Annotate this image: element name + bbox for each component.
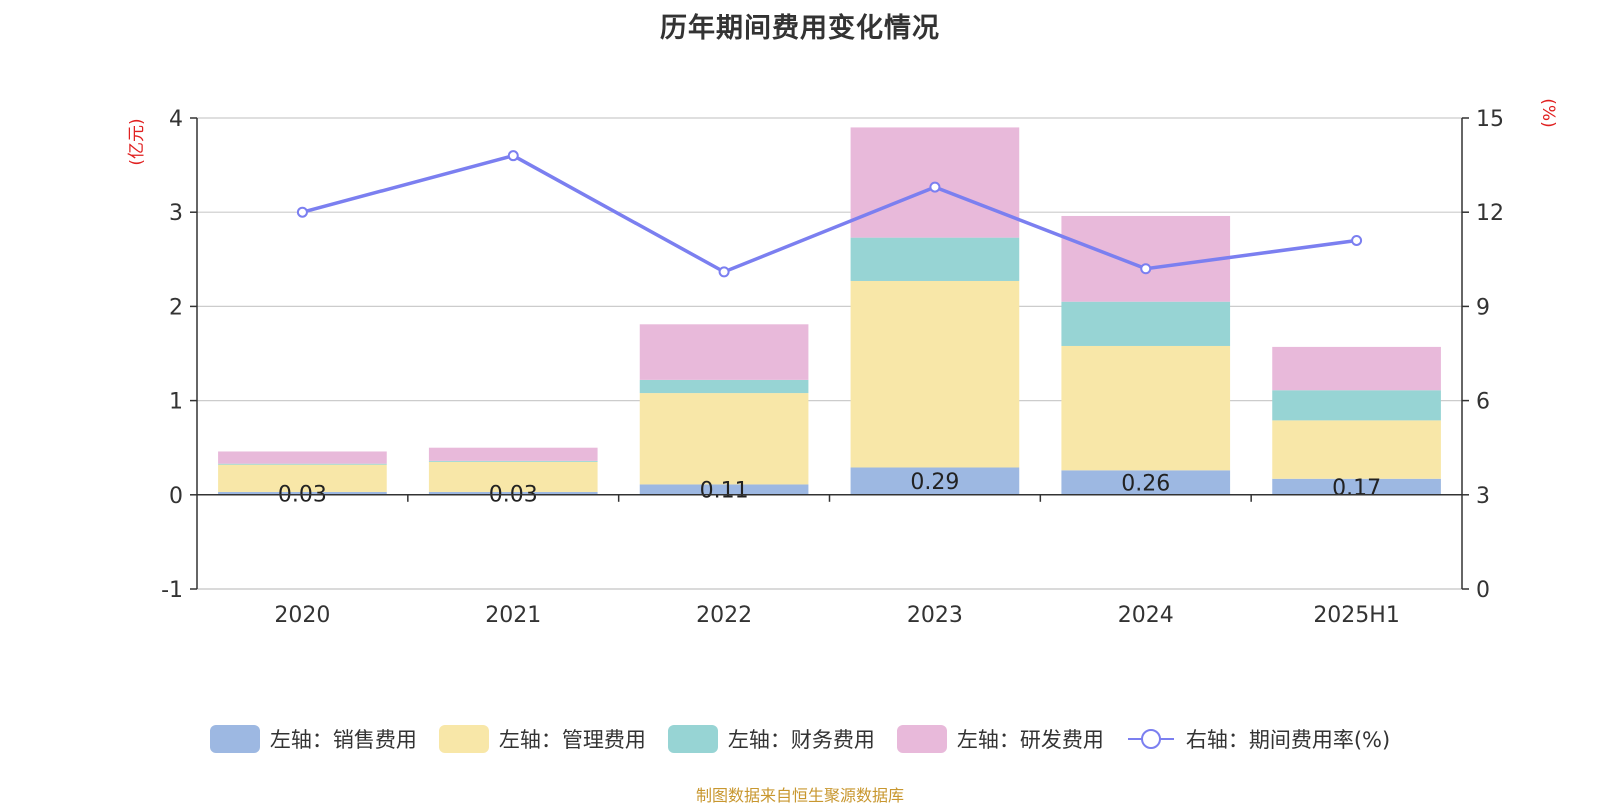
- legend-line-marker: [1127, 729, 1174, 749]
- bar-segment: [1272, 390, 1441, 421]
- bar-segment: [850, 280, 1020, 468]
- bar-segment: [1061, 470, 1231, 495]
- legend-item[interactable]: 左轴：销售费用: [209, 724, 417, 754]
- right-tick-label: 6: [1476, 390, 1490, 415]
- left-tick-label: 0: [169, 484, 183, 509]
- bar-segment: [1272, 420, 1441, 479]
- right-tick-label: 3: [1476, 484, 1490, 509]
- legend-label: 左轴：财务费用: [727, 728, 875, 752]
- chart-legend: 左轴：销售费用 左轴：管理费用 左轴：财务费用 左轴：研发费用 右轴：期间费用率(%): [0, 722, 1600, 756]
- bar-segment: [218, 463, 387, 465]
- rate-point: [1351, 234, 1363, 246]
- left-axis-unit-label: (亿元): [127, 118, 147, 165]
- x-tick-label: 2020: [274, 603, 330, 628]
- bar-segment: [1061, 301, 1231, 346]
- bar-data-label: 0.17: [1332, 476, 1381, 501]
- left-tick-label: 2: [169, 295, 183, 320]
- bar-series: [218, 127, 1441, 495]
- bar-segment: [850, 467, 1020, 495]
- bar-segment: [639, 484, 809, 495]
- legend-label: 左轴：管理费用: [498, 728, 646, 752]
- right-tick-label: 9: [1476, 295, 1490, 320]
- bar-segment: [850, 237, 1020, 281]
- x-tick-label: 2025H1: [1313, 603, 1400, 628]
- rate-point: [929, 181, 941, 193]
- bar-segment: [639, 393, 809, 485]
- right-tick-label: 15: [1476, 107, 1504, 132]
- legend-label: 右轴：期间费用率(%): [1185, 728, 1391, 752]
- bar-segment: [1061, 215, 1231, 302]
- bar-segment: [1272, 478, 1441, 495]
- bar-segment: [428, 460, 598, 462]
- bar-data-label: 0.11: [700, 479, 749, 504]
- right-tick-label: 12: [1476, 201, 1504, 226]
- bar-segment: [428, 447, 598, 461]
- legend-item[interactable]: 左轴：研发费用: [896, 724, 1104, 754]
- x-tick-label: 2021: [485, 603, 541, 628]
- legend-label: 左轴：研发费用: [956, 728, 1104, 752]
- left-tick-label: -1: [161, 578, 183, 603]
- legend-circle-marker: [1140, 729, 1161, 749]
- bar-segment: [218, 491, 387, 495]
- bar-segment: [428, 461, 598, 492]
- bar-segment: [1272, 346, 1441, 391]
- bar-segment: [218, 451, 387, 464]
- axes: 2020 2021 2022 2023 2024 2025H1-1012340369121…: [127, 98, 1558, 628]
- bar-segment: [218, 464, 387, 492]
- rate-point: [507, 150, 519, 162]
- bar-segment: [428, 491, 598, 495]
- legend-swatch: [438, 725, 489, 753]
- x-tick-label: 2023: [907, 603, 963, 628]
- legend-item[interactable]: 右轴：期间费用率(%): [1126, 724, 1390, 754]
- rate-line: [301, 153, 1357, 274]
- chart-title: 历年期间费用变化情况: [660, 13, 940, 44]
- left-tick-label: 4: [169, 107, 183, 132]
- bar-data-label: 0.26: [1121, 472, 1170, 497]
- rate-point: [1140, 263, 1152, 275]
- legend-item[interactable]: 左轴：管理费用: [438, 724, 646, 754]
- legend-swatch: [209, 725, 260, 753]
- bar-data-label: 0.29: [910, 470, 959, 495]
- right-tick-label: 0: [1476, 578, 1490, 603]
- bar-segment: [639, 324, 809, 380]
- legend-swatch: [667, 725, 718, 753]
- rate-point: [718, 266, 730, 278]
- bar-segment: [1061, 345, 1231, 471]
- bar-segment: [639, 379, 809, 394]
- left-tick-label: 3: [169, 201, 183, 226]
- legend-swatch: [896, 725, 947, 753]
- source-note: 制图数据来自恒生聚源数据库: [695, 786, 904, 805]
- legend-label: 左轴：销售费用: [269, 728, 417, 752]
- left-tick-label: 1: [169, 390, 183, 415]
- legend-item[interactable]: 左轴：财务费用: [667, 724, 875, 754]
- x-tick-label: 2022: [696, 603, 752, 628]
- x-tick-label: 2024: [1118, 603, 1174, 628]
- line-series: [296, 150, 1363, 278]
- rate-point: [296, 206, 308, 218]
- right-axis-unit-label: (%): [1538, 98, 1558, 127]
